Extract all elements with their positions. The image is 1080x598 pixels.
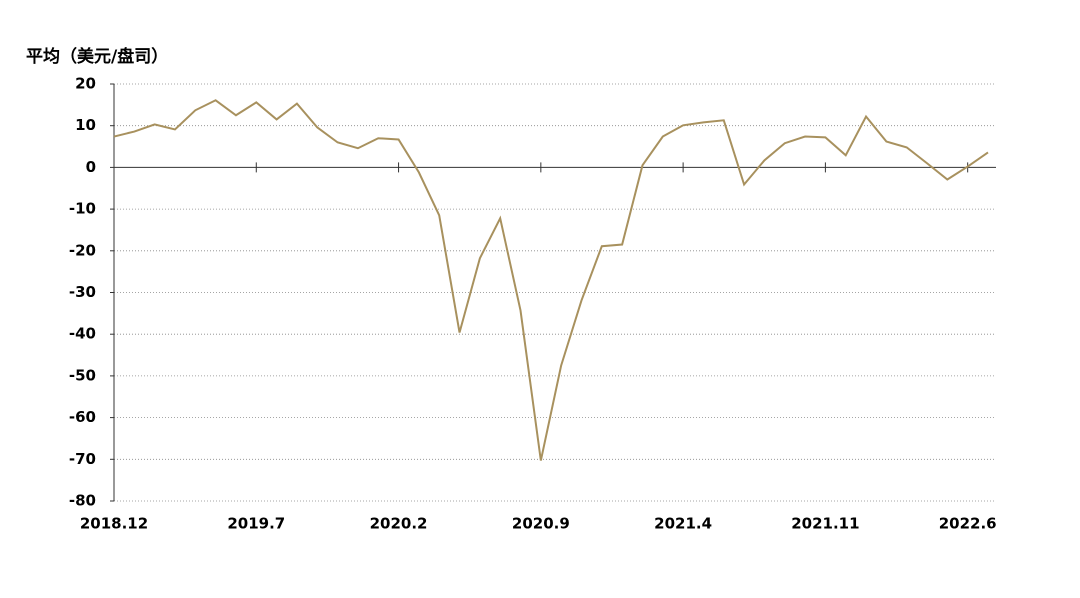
y-tick-label: -20	[69, 241, 96, 259]
y-tick-label: -40	[69, 325, 96, 343]
y-tick-label: -30	[69, 283, 96, 301]
x-tick-label: 2020.2	[370, 515, 428, 533]
y-tick-label: 0	[86, 158, 96, 176]
x-tick-label: 2019.7	[227, 515, 285, 533]
y-tick-label: -60	[69, 408, 96, 426]
x-tick-label: 2021.4	[654, 515, 712, 533]
y-tick-label: 10	[75, 116, 96, 134]
y-axis-title: 平均（美元/盘司）	[26, 46, 168, 67]
x-tick-label: 2021.11	[791, 515, 859, 533]
y-tick-label: -50	[69, 366, 96, 384]
y-tick-label: -10	[69, 200, 96, 218]
y-tick-label: -80	[69, 492, 96, 510]
y-tick-label: -70	[69, 450, 96, 468]
y-tick-label: 20	[75, 75, 96, 93]
x-tick-label: 2020.9	[512, 515, 570, 533]
x-tick-label: 2018.12	[80, 515, 148, 533]
data-line	[113, 99, 989, 461]
x-tick-label: 2022.6	[939, 515, 997, 533]
